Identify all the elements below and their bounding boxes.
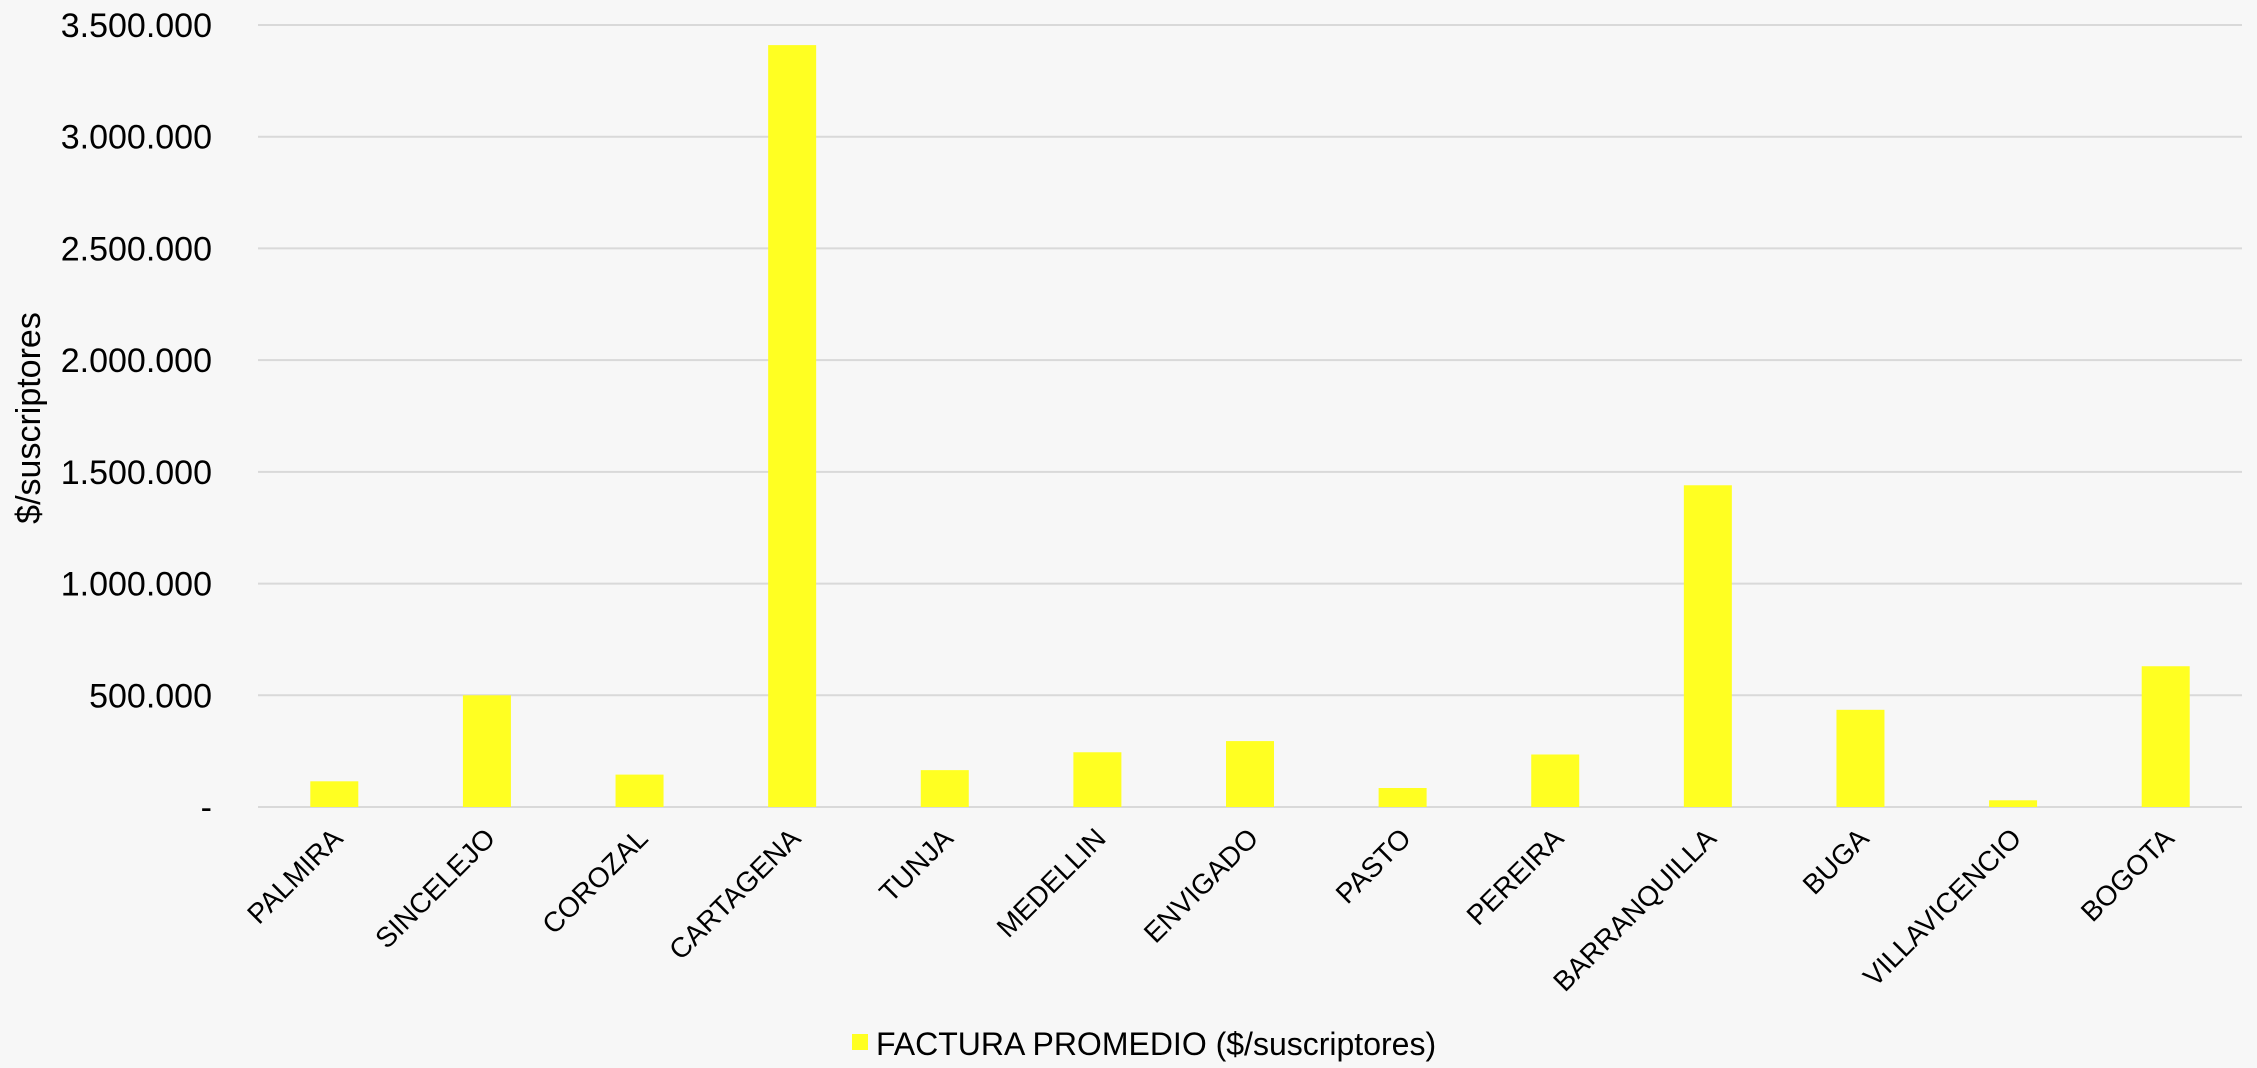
y-tick-label: 2.000.000 (61, 342, 212, 380)
bar (920, 770, 969, 807)
legend-label: FACTURA PROMEDIO ($/suscriptores) (876, 1026, 1436, 1062)
x-tick-label: BARRANQUILLA (1547, 822, 1722, 997)
x-tick-label: PASTO (1330, 822, 1417, 909)
x-tick-label: BOGOTA (2075, 822, 2180, 927)
bar (462, 695, 511, 807)
bar (615, 774, 664, 807)
bar (1989, 800, 2038, 807)
x-tick-label: COROZAL (536, 822, 654, 940)
x-axis-ticks: PALMIRA SINCELEJO COROZAL CARTAGENA TUNJA MED… (241, 822, 2180, 997)
bar (1836, 709, 1885, 807)
x-tick-label: PEREIRA (1461, 822, 1570, 931)
x-tick-label: BUGA (1797, 822, 1875, 900)
x-tick-label: CARTAGENA (663, 822, 807, 966)
y-tick-label: 3.000.000 (61, 119, 212, 157)
y-axis-ticks: - 500.000 1.000.000 1.500.000 2.000.000 2.500… (61, 7, 212, 827)
y-tick-label: 1.500.000 (61, 454, 212, 492)
bar (768, 45, 817, 807)
bar (310, 781, 359, 807)
bars (310, 45, 2190, 807)
bar (2141, 666, 2190, 807)
y-tick-label: 3.500.000 (61, 7, 212, 45)
x-tick-label: VILLAVICENCIO (1857, 822, 2027, 992)
y-tick-label: - (201, 789, 212, 827)
x-tick-label: PALMIRA (241, 822, 349, 930)
bar (1378, 788, 1427, 807)
bar (1073, 752, 1122, 807)
x-tick-label: ENVIGADO (1138, 822, 1264, 948)
x-tick-label: MEDELLIN (991, 822, 1112, 943)
legend: FACTURA PROMEDIO ($/suscriptores) (852, 1026, 1436, 1062)
legend-swatch (852, 1034, 868, 1050)
bar (1226, 741, 1274, 807)
y-axis-label: $/suscriptores (10, 312, 48, 524)
x-tick-label: TUNJA (873, 822, 959, 908)
gridlines (258, 24, 2242, 808)
bar (1683, 485, 1732, 807)
y-tick-label: 1.000.000 (61, 566, 212, 604)
y-tick-label: 500.000 (89, 677, 212, 715)
bar (1531, 754, 1580, 807)
y-tick-label: 2.500.000 (61, 230, 212, 268)
x-tick-label: SINCELEJO (369, 822, 501, 954)
